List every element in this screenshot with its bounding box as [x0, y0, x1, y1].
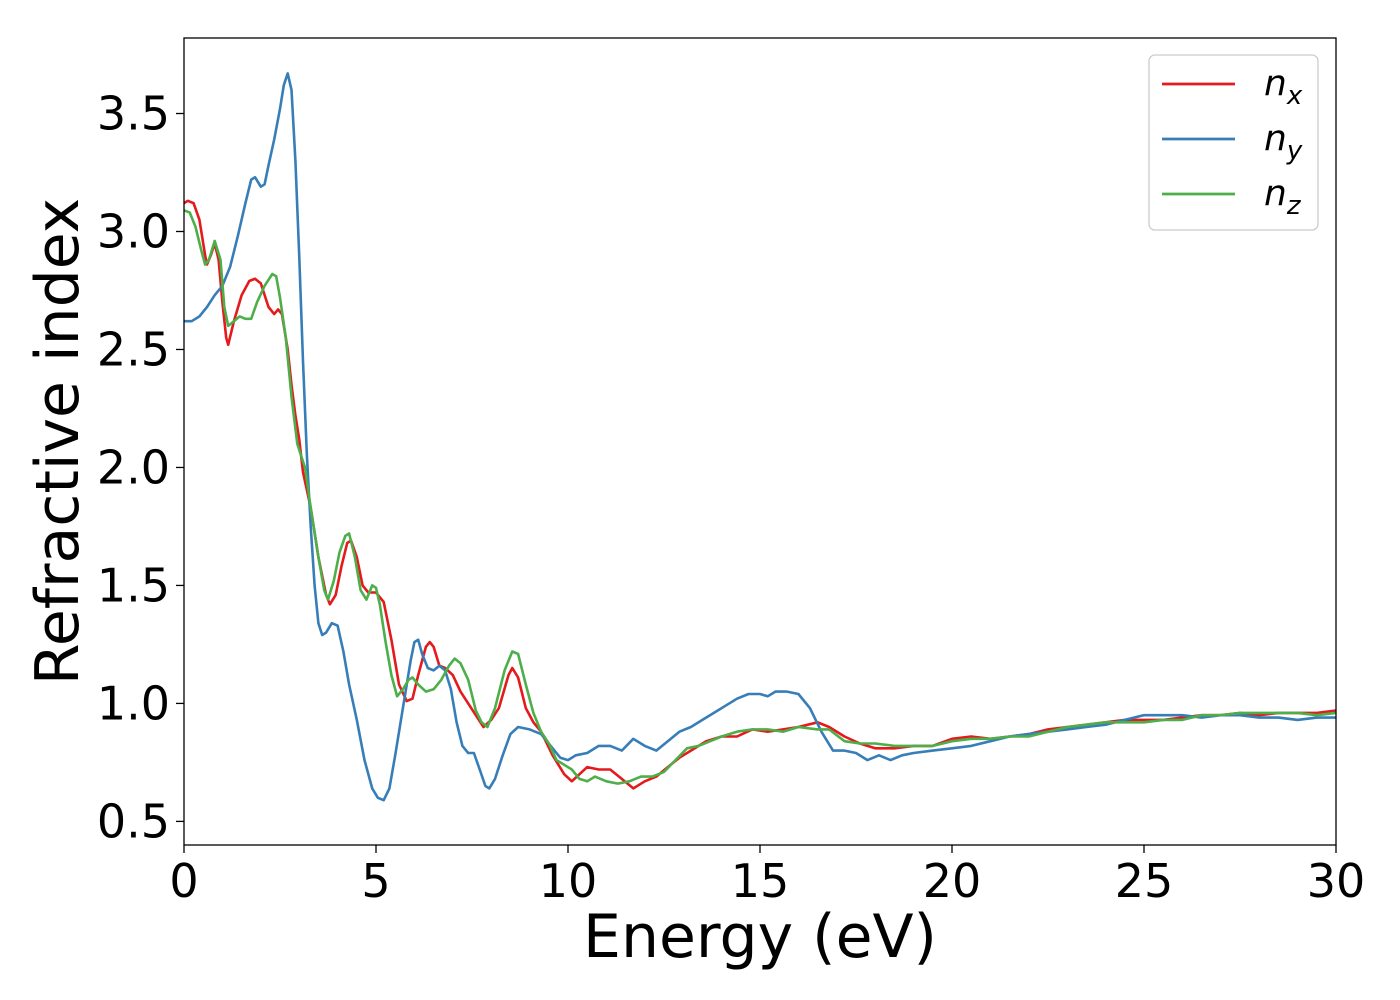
y-axis-label: Refractive index: [23, 198, 93, 685]
legend: nx ny nz: [1148, 54, 1319, 231]
legend-label-z: nz: [1264, 173, 1302, 221]
x-tick-label: 0: [169, 854, 198, 908]
legend-box: [1148, 54, 1319, 231]
x-axis: 0 5 10 15 20 25 30: [169, 845, 1365, 908]
series-line-z: [184, 209, 1336, 785]
x-tick-label: 5: [361, 854, 390, 908]
y-tick-label: 3.0: [97, 204, 170, 258]
y-tick-label: 1.5: [97, 558, 170, 612]
x-tick-label: 30: [1307, 854, 1366, 908]
y-tick-label: 2.5: [97, 322, 170, 376]
x-tick-label: 25: [1115, 854, 1174, 908]
series-line-x: [184, 199, 1336, 790]
legend-label-y: ny: [1264, 118, 1303, 166]
legend-label-x: nx: [1264, 63, 1303, 111]
y-axis: 0.5 1.0 1.5 2.0 2.5 3.0 3.5: [97, 87, 184, 848]
series-line-y: [184, 72, 1336, 802]
y-tick-label: 2.0: [97, 440, 170, 494]
x-tick-label: 10: [539, 854, 598, 908]
y-tick-label: 1.0: [97, 676, 170, 730]
x-axis-label: Energy (eV): [583, 902, 937, 972]
x-tick-label: 15: [731, 854, 790, 908]
series-layer: [184, 72, 1336, 802]
x-tick-label: 20: [923, 854, 982, 908]
y-tick-label: 0.5: [97, 794, 170, 848]
y-tick-label: 3.5: [97, 87, 170, 141]
